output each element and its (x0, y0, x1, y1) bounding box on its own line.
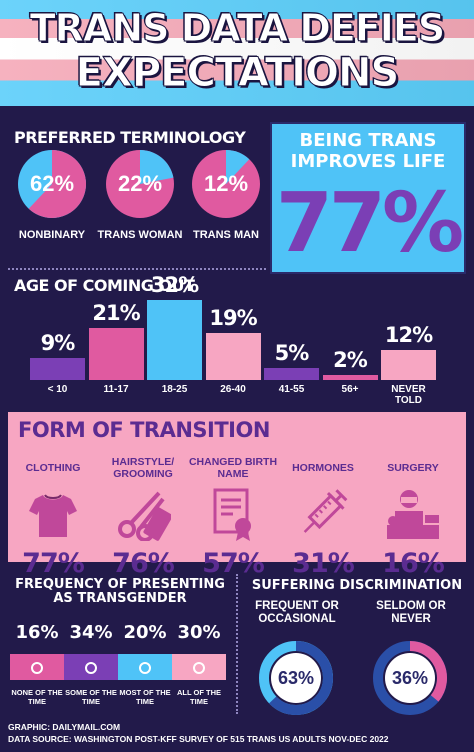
transition-label: HORMONES (292, 462, 354, 474)
frequency-segment (64, 654, 118, 680)
discrimination-title: SUFFERING DISCRIMINATION (251, 578, 463, 593)
frequency-percent: 20% (123, 622, 167, 643)
donut-slice (226, 150, 250, 184)
frequency-marker (85, 662, 97, 674)
donut-arc (409, 641, 447, 702)
frequency-percent: 34% (69, 622, 113, 643)
frequency-percent: 16% (15, 622, 59, 643)
discrimination-label: FREQUENT OR OCCASIONAL (255, 600, 339, 625)
surgeon-icon (368, 486, 458, 544)
frequency-label: MOST OF THE TIME (119, 688, 171, 706)
terminology-donut-nonbinary: 62% (18, 150, 87, 218)
age-bar-value: 5% (274, 340, 310, 365)
age-bar (147, 300, 202, 380)
frequency-segment (118, 654, 172, 680)
improves-life-value: 77% (275, 176, 464, 271)
transition-percent: 16% (382, 548, 445, 579)
age-bar-category: < 10 (47, 384, 68, 395)
age-bar-category: NEVER TOLD (391, 384, 426, 406)
transition-item-birth-name: CHANGED BIRTH NAME 57% (188, 450, 278, 579)
age-bar (88, 327, 144, 380)
transition-percent: 77% (22, 548, 85, 579)
age-bar-value: 2% (333, 348, 368, 372)
age-bar-value: 9% (40, 330, 76, 355)
age-bar-value: 19% (209, 305, 257, 330)
header-banner: TRANS DATA DEFIES EXPECTATIONS (0, 0, 474, 106)
donut-slice (28, 150, 87, 218)
age-chart-title: AGE OF COMING OUT (14, 276, 195, 295)
discrimination-label: SELDOM OR NEVER (376, 600, 446, 625)
transition-item-clothing: CLOTHING 77% (8, 450, 98, 579)
donut-percent: 63% (277, 667, 315, 688)
donut-percent: 36% (391, 667, 429, 688)
improves-life-title: BEING TRANS IMPROVES LIFE (290, 130, 446, 172)
vertical-divider (236, 574, 238, 714)
scissors-comb-icon (98, 486, 188, 544)
age-bar (264, 367, 319, 380)
donut-chart (106, 150, 174, 218)
age-bar (322, 375, 378, 380)
transition-label: CHANGED BIRTH NAME (188, 456, 278, 480)
terminology-label: TRANS WOMAN (97, 229, 183, 241)
age-bar (30, 357, 85, 380)
terminology-donut-trans-woman: 22% (106, 150, 174, 218)
frequency-label: NONE OF THE TIME (11, 688, 63, 706)
transition-percent: 57% (202, 548, 265, 579)
tshirt-icon (8, 486, 98, 544)
frequency-segment (10, 654, 64, 680)
donut-percent: 22% (117, 171, 163, 196)
frequency-segment (172, 654, 226, 680)
divider (8, 268, 266, 270)
donut-chart (18, 150, 87, 218)
age-bar-category: 41-55 (278, 384, 305, 395)
donut-percent: 62% (29, 171, 75, 196)
terminology-donut-trans-man: 12% (192, 150, 260, 218)
discrimination-donut-frequent: 63% (258, 640, 334, 716)
age-bar-category: 56+ (341, 384, 359, 395)
certificate-icon (188, 486, 278, 544)
donut-arc (269, 641, 333, 715)
frequency-title: FREQUENCY OF PRESENTING AS TRANSGENDER (15, 577, 225, 606)
frequency-marker (139, 662, 151, 674)
transition-label: CLOTHING (25, 462, 81, 474)
title-line-2: EXPECTATIONS (75, 50, 400, 97)
frequency-percent: 30% (177, 622, 221, 643)
frequency-marker (31, 662, 43, 674)
transition-item-hormones: HORMONES 31% (278, 450, 368, 579)
age-bar (205, 332, 261, 380)
syringe-icon (278, 486, 368, 544)
age-bar-category: 18-25 (161, 384, 188, 395)
transition-label: SURGERY (387, 462, 439, 474)
age-bar-value: 21% (92, 300, 140, 325)
donut-chart (192, 150, 260, 218)
transition-title: FORM OF TRANSITION (18, 418, 270, 442)
discrimination-donut-seldom: 36% (372, 640, 448, 716)
age-bar-category: 11-17 (103, 384, 129, 395)
transition-item-surgery: SURGERY 16% (368, 450, 458, 579)
transition-item-grooming: HAIRSTYLE/ GROOMING 76% (98, 450, 188, 579)
title-line-1: TRANS DATA DEFIES (29, 6, 446, 51)
age-bar-value: 32% (150, 273, 199, 297)
footer-graphic-credit: GRAPHIC: DAILYMAIL.COM (8, 722, 121, 732)
footer-data-source: DATA SOURCE: WASHINGTON POST-KFF SURVEY … (8, 734, 389, 744)
transition-percent: 31% (292, 548, 355, 579)
frequency-label: ALL OF THE TIME (176, 688, 222, 706)
transition-percent: 76% (112, 548, 175, 579)
terminology-title: PREFERRED TERMINOLOGY (14, 128, 246, 147)
donut-slice (140, 150, 174, 184)
transition-label: HAIRSTYLE/ GROOMING (111, 456, 175, 480)
age-bar-category: 26-40 (220, 384, 246, 395)
terminology-label: NONBINARY (18, 229, 86, 241)
frequency-label: SOME OF THE TIME (65, 688, 117, 706)
transition-panel: FORM OF TRANSITION CLOTHING 77% HAIRSTYL… (8, 412, 466, 579)
terminology-label: TRANS MAN (193, 229, 259, 241)
donut-percent: 12% (203, 171, 249, 196)
improves-life-box: BEING TRANS IMPROVES LIFE 77% (270, 122, 466, 274)
age-bar-value: 12% (384, 323, 433, 347)
age-bar (381, 350, 436, 380)
frequency-marker (193, 662, 205, 674)
